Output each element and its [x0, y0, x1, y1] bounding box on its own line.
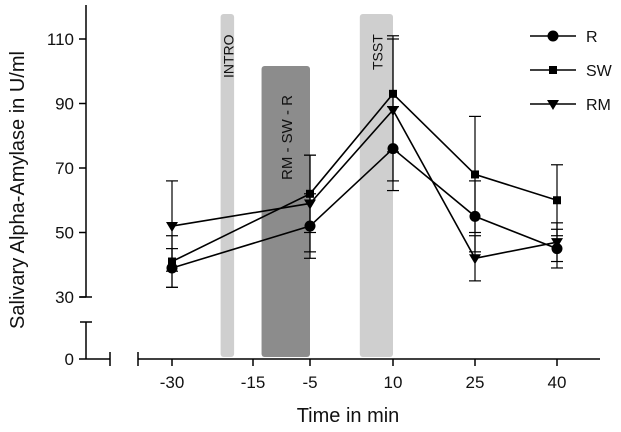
x-tick-label: -30 — [160, 373, 185, 392]
y-tick-label: 90 — [55, 95, 74, 114]
data-point-sw — [553, 196, 561, 205]
legend-marker-r — [547, 30, 559, 42]
y-tick-label: 70 — [55, 159, 74, 178]
legend-marker-sw — [549, 66, 557, 74]
y-axis-title: Salivary Alpha-Amylase in U/ml — [7, 51, 29, 329]
phase-bars: INTRO RM - SW - R TSST — [220, 14, 393, 357]
legend-label-r: R — [586, 29, 598, 46]
x-tick-label: -5 — [302, 373, 317, 392]
y-tick-label: 30 — [55, 288, 74, 307]
data-point-rm — [469, 254, 481, 265]
data-point-rm — [387, 105, 399, 116]
x-tick-label: 25 — [466, 373, 485, 392]
y-tick-label: 50 — [55, 224, 74, 243]
x-tick-label: 40 — [548, 373, 567, 392]
legend-label-sw: SW — [586, 63, 613, 80]
series-rm — [166, 38, 563, 282]
phase-label-rm-sw-r: RM - SW - R — [279, 95, 296, 180]
legend: R SW RM — [530, 29, 613, 114]
phase-label-intro: INTRO — [220, 34, 236, 78]
legend-label-rm: RM — [586, 97, 611, 114]
data-point-rm — [551, 238, 563, 249]
legend-marker-rm — [547, 100, 559, 110]
y-tick-label: 0 — [65, 350, 74, 369]
axes: 0 30 50 70 90 110 -30 -15 -5 10 25 40 — [47, 5, 600, 392]
x-tick-label: -15 — [241, 373, 266, 392]
phase-bar-tsst — [359, 14, 393, 357]
y-tick-label: 110 — [47, 30, 74, 49]
x-tick-label: 10 — [384, 373, 403, 392]
data-point-rm — [166, 222, 178, 233]
phase-label-tsst: TSST — [369, 34, 385, 70]
phase-bar-rm-sw-r — [261, 66, 310, 357]
phase-bar-intro — [220, 14, 235, 357]
x-axis-title: Time in min — [297, 405, 400, 427]
data-point-sw — [471, 170, 479, 179]
data-point-rm — [304, 199, 316, 210]
series-layer — [166, 35, 563, 288]
